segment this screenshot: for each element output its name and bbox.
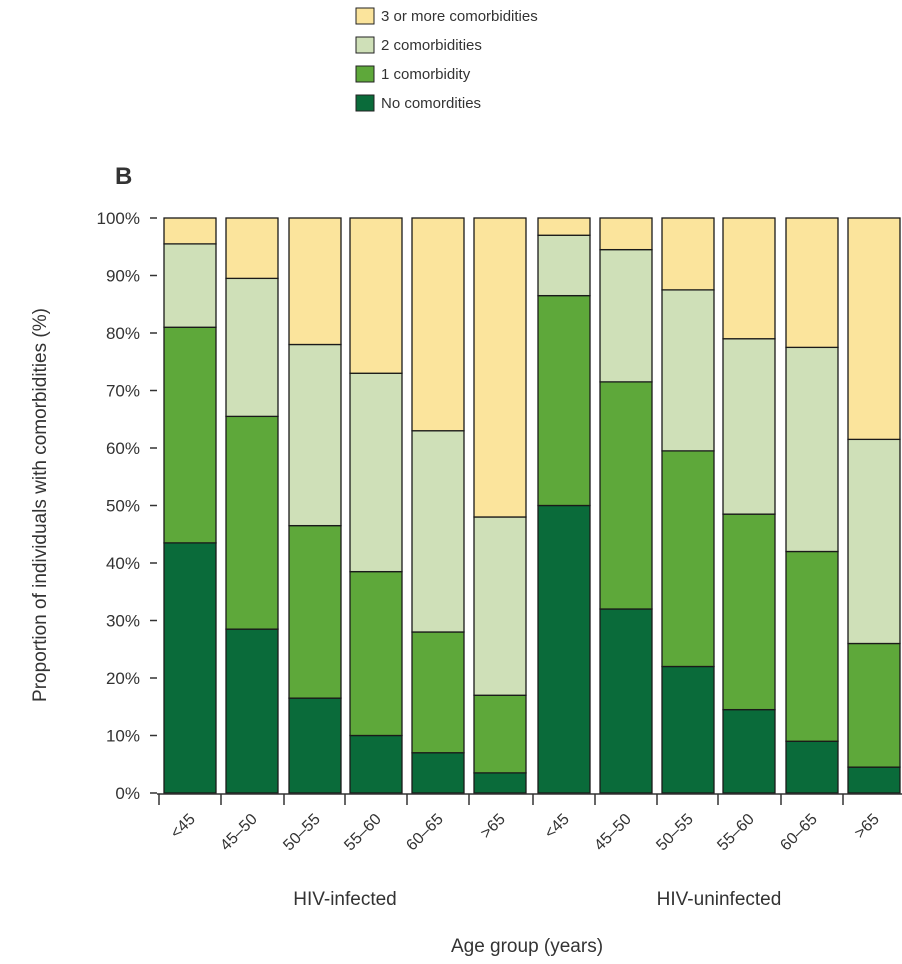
bar-segment bbox=[785, 346, 839, 553]
bar-segment bbox=[661, 217, 715, 291]
x-axis-title: Age group (years) bbox=[451, 936, 603, 957]
bar-segment bbox=[225, 628, 279, 794]
x-tick-label: 60–65 bbox=[777, 811, 821, 855]
y-tick-label: 50% bbox=[106, 497, 140, 516]
bar-segment bbox=[349, 372, 403, 573]
bar-segment bbox=[163, 326, 217, 544]
bar-segment bbox=[785, 550, 839, 742]
legend-label: 3 or more comorbidities bbox=[381, 8, 538, 25]
x-tick-label: <45 bbox=[168, 811, 199, 842]
bar-segment bbox=[349, 570, 403, 737]
legend-swatch bbox=[355, 65, 375, 83]
bar-segment bbox=[599, 381, 653, 610]
bar-segment bbox=[411, 217, 465, 432]
bar-segment bbox=[473, 217, 527, 518]
bar-segment bbox=[599, 608, 653, 794]
bar-segment bbox=[473, 772, 527, 794]
bar-segment bbox=[785, 740, 839, 794]
x-tick-label: 50–55 bbox=[653, 811, 697, 855]
bar-segment bbox=[722, 217, 776, 340]
bar-segment bbox=[288, 524, 342, 699]
legend-swatch bbox=[355, 94, 375, 112]
bar-segment bbox=[722, 513, 776, 711]
group-label: HIV-infected bbox=[293, 889, 397, 910]
y-tick-label: 70% bbox=[106, 382, 140, 401]
y-tick-label: 0% bbox=[115, 784, 140, 803]
bar-segment bbox=[537, 234, 591, 297]
x-tick-label: >65 bbox=[852, 811, 883, 842]
x-tick-label: 55–60 bbox=[341, 811, 385, 855]
bar-segment bbox=[847, 438, 901, 645]
bar-segment bbox=[225, 217, 279, 280]
legend-swatch bbox=[355, 7, 375, 25]
x-tick-label: 55–60 bbox=[714, 811, 758, 855]
bar-segment bbox=[537, 217, 591, 236]
bar-segment bbox=[661, 450, 715, 668]
y-tick-label: 20% bbox=[106, 669, 140, 688]
bar-segment bbox=[349, 734, 403, 794]
bar-segment bbox=[847, 642, 901, 768]
bar-segment bbox=[288, 217, 342, 346]
bar-segment bbox=[537, 294, 591, 507]
x-tick-label: 45–50 bbox=[591, 811, 635, 855]
legend-swatch bbox=[355, 36, 375, 54]
group-label: HIV-uninfected bbox=[657, 889, 782, 910]
x-tick-label: 45–50 bbox=[217, 811, 261, 855]
bar-segment bbox=[722, 338, 776, 515]
bar-segment bbox=[847, 217, 901, 441]
y-tick-label: 100% bbox=[97, 209, 140, 228]
bar-segment bbox=[225, 277, 279, 418]
bar-segment bbox=[847, 766, 901, 794]
bar-segment bbox=[473, 516, 527, 696]
bar-segment bbox=[411, 430, 465, 633]
bar-segment bbox=[537, 504, 591, 794]
y-tick-label: 80% bbox=[106, 324, 140, 343]
y-tick-label: 10% bbox=[106, 727, 140, 746]
x-tick-label: 60–65 bbox=[403, 811, 447, 855]
bar-segment bbox=[349, 217, 403, 374]
bars-layer bbox=[163, 217, 901, 794]
bar-segment bbox=[599, 248, 653, 383]
x-tick-label: <45 bbox=[542, 811, 573, 842]
bar-segment bbox=[411, 631, 465, 754]
bar-segment bbox=[722, 708, 776, 794]
y-tick-label: 60% bbox=[106, 439, 140, 458]
x-axis: <45 45–50 50–55 55–60 60–65 >65 <45 45–50 50–55 5… bbox=[157, 793, 902, 910]
bar-segment bbox=[163, 542, 217, 794]
bar-segment bbox=[225, 415, 279, 630]
panel-label: B bbox=[115, 163, 132, 190]
bar-segment bbox=[785, 217, 839, 349]
bar-segment bbox=[599, 217, 653, 251]
x-tick-label: >65 bbox=[478, 811, 509, 842]
bar-segment bbox=[288, 697, 342, 794]
y-axis-title: Proportion of individuals with comorbidi… bbox=[30, 308, 51, 702]
legend: 3 or more comorbidities 2 comorbidities 1 … bbox=[355, 7, 538, 112]
bar-segment bbox=[661, 289, 715, 452]
legend-label: No comordities bbox=[381, 95, 481, 112]
y-tick-label: 30% bbox=[106, 612, 140, 631]
y-tick-label: 90% bbox=[106, 267, 140, 286]
bar-segment bbox=[163, 243, 217, 328]
bar-segment bbox=[473, 694, 527, 774]
x-tick-label: 50–55 bbox=[280, 811, 324, 855]
y-axis: 0% 10% 20% 30% 40% 50% 60% 70% 80% 90% 100% bbox=[97, 209, 157, 803]
legend-label: 2 comorbidities bbox=[381, 37, 482, 54]
bar-segment bbox=[661, 665, 715, 794]
bar-segment bbox=[288, 343, 342, 527]
bar-segment bbox=[163, 217, 217, 245]
bar-segment bbox=[411, 752, 465, 794]
y-tick-label: 40% bbox=[106, 554, 140, 573]
legend-label: 1 comorbidity bbox=[381, 66, 471, 83]
